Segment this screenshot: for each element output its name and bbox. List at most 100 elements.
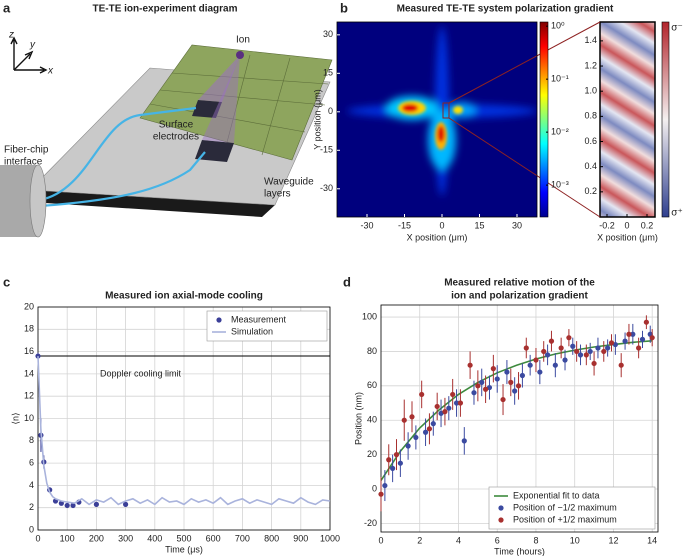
x-tick-label: -30 xyxy=(360,220,373,230)
data-point xyxy=(626,331,632,337)
x-tick-label: 2 xyxy=(417,535,422,545)
x-tick-label: 14 xyxy=(647,535,657,545)
inset-y-tick-label: 0.2 xyxy=(584,186,597,196)
x-tick-label: 0 xyxy=(439,220,444,230)
data-point xyxy=(552,362,558,368)
data-point xyxy=(608,340,615,346)
inset-x-tick-label: -0.2 xyxy=(599,220,615,230)
axis-y: y xyxy=(29,40,36,51)
electrode-gaps xyxy=(149,54,329,156)
data-point xyxy=(422,429,429,435)
data-point xyxy=(533,357,539,363)
y-tick-label: 100 xyxy=(362,311,377,321)
data-point xyxy=(467,362,473,368)
y-tick-label: -20 xyxy=(364,518,377,528)
data-point xyxy=(636,345,642,351)
data-point xyxy=(378,491,384,497)
colorbar-tick-label: 10⁻¹ xyxy=(551,74,569,84)
legend-swatch xyxy=(498,505,504,511)
x-tick-label: 300 xyxy=(118,533,133,543)
y-tick-label: 30 xyxy=(323,29,333,39)
ion-label: Ion xyxy=(236,35,250,46)
waveguide xyxy=(39,151,206,208)
colorbar-tick-label: 10⁰ xyxy=(551,21,565,31)
inset-y-tick-label: 1.4 xyxy=(584,35,597,45)
y-tick-label: 15 xyxy=(323,68,333,78)
plot-frame xyxy=(336,21,538,218)
ion xyxy=(236,51,244,59)
data-point xyxy=(558,345,564,351)
diagram: a TE-TE ion-experiment diagram z y x Ion… xyxy=(0,0,333,238)
data-point xyxy=(442,409,448,415)
y-tick-label: 40 xyxy=(367,415,377,425)
inset-colorbar-label: σ⁻ xyxy=(671,23,682,34)
data-point xyxy=(413,434,419,441)
legend-label: Position of +1/2 maximum xyxy=(513,514,617,524)
data-point xyxy=(450,391,456,398)
data-point xyxy=(591,360,597,367)
legend-label: Exponential fit to data xyxy=(513,490,600,500)
data-point xyxy=(574,348,580,355)
plot-frame xyxy=(37,306,331,531)
x-tick-label: 8 xyxy=(533,535,538,545)
series-line xyxy=(37,356,331,506)
inset-y-tick-label: 0.4 xyxy=(584,161,597,171)
y-tick-label: 14 xyxy=(24,368,34,378)
data-point xyxy=(548,338,555,344)
x-axis-label: Time (μs) xyxy=(165,544,203,554)
beam xyxy=(202,55,240,143)
y-tick-label: -15 xyxy=(320,145,333,155)
data-point xyxy=(583,352,589,358)
x-tick-label: 400 xyxy=(147,533,162,543)
x-tick-label: 15 xyxy=(474,220,484,230)
chart-title: Measured relative motion of the xyxy=(444,278,595,289)
y-tick-label: 16 xyxy=(24,346,34,356)
y-axis-label: Y position (μm) xyxy=(312,89,322,150)
legend-swatch xyxy=(216,317,222,323)
data-point xyxy=(386,457,392,463)
y-axis-label: Position (nm) xyxy=(353,392,363,445)
x-tick-label: 500 xyxy=(176,533,191,543)
inset-y-tick-label: 1.0 xyxy=(584,86,597,96)
waveguide-label: Waveguide xyxy=(264,177,314,188)
panel-label: b xyxy=(340,0,348,15)
inset-y-tick-label: 0.8 xyxy=(584,111,597,121)
data-point xyxy=(562,357,568,363)
data-point xyxy=(494,376,500,382)
data-point xyxy=(393,452,400,458)
diagram-title: TE-TE ion-experiment diagram xyxy=(92,4,237,15)
data-point xyxy=(537,369,543,375)
data-point xyxy=(643,319,649,325)
x-tick-label: 0 xyxy=(378,535,383,545)
inset-y-tick-label: 0.6 xyxy=(584,136,597,146)
data-point xyxy=(419,391,425,398)
data-point xyxy=(457,400,464,406)
data-point xyxy=(512,388,518,394)
axis-x: x xyxy=(47,66,54,77)
y-tick-label: 2 xyxy=(29,502,34,512)
y-tick-label: 12 xyxy=(24,391,34,401)
data-point xyxy=(397,460,403,466)
data-point xyxy=(438,410,444,416)
grating xyxy=(192,100,222,118)
data-point xyxy=(519,372,526,379)
data-point xyxy=(483,386,489,392)
data-point xyxy=(601,348,607,355)
data-point xyxy=(544,352,551,358)
chart-title: Measured TE-TE system polarization gradi… xyxy=(397,4,614,15)
data-point xyxy=(612,341,618,348)
inset-x-tick-label: 0 xyxy=(624,220,629,230)
data-point xyxy=(123,501,129,507)
data-point xyxy=(35,353,41,359)
axis-z: z xyxy=(8,30,14,41)
data-point xyxy=(566,335,572,341)
colorbar xyxy=(539,21,549,218)
data-point xyxy=(430,421,436,427)
x-axis-label: Time (hours) xyxy=(494,546,545,556)
data-point xyxy=(618,362,624,368)
data-point xyxy=(475,383,481,389)
inset-colorbar-label: σ⁺ xyxy=(671,208,682,219)
data-point xyxy=(639,336,646,342)
legend-box xyxy=(488,486,656,530)
